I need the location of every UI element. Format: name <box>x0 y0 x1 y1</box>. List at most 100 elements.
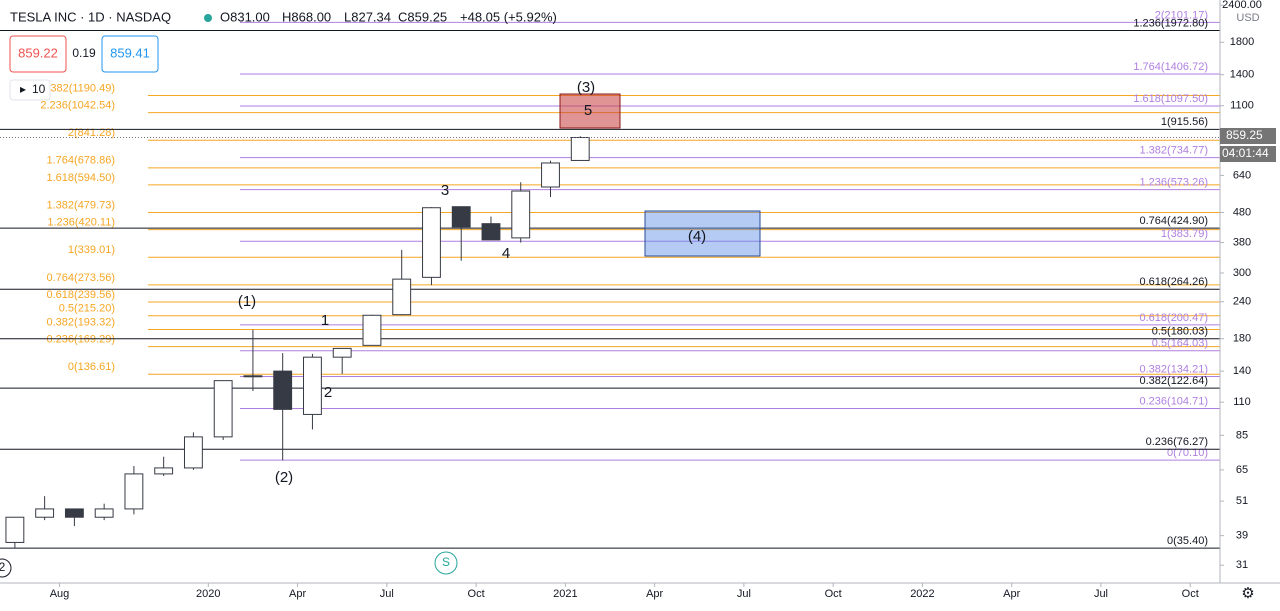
x-tick-label: 2020 <box>196 588 220 600</box>
y-tick-label: 180 <box>1233 333 1251 345</box>
x-tick-label: Oct <box>1182 588 1199 600</box>
ask: 859.41 <box>110 45 150 60</box>
candle-body <box>35 508 55 518</box>
candle-body <box>481 223 501 241</box>
candle-body <box>154 467 174 475</box>
ohlc-open: O831.00 <box>220 9 270 24</box>
x-tick-label: Jul <box>1094 588 1108 600</box>
wave-label: 2 <box>324 384 332 401</box>
fib-label: 0.618(264.26) <box>1140 276 1209 288</box>
fib-label: 1.382(734.77) <box>1140 145 1209 157</box>
wave-4-box <box>644 210 761 257</box>
wave-label: (3) <box>577 79 595 96</box>
fib-label: 0(35.40) <box>1167 535 1208 547</box>
status-dot <box>204 14 212 22</box>
candle-body <box>243 375 263 378</box>
ohlc-change: +48.05 (+5.92%) <box>460 9 557 24</box>
ohlc-high: H868.00 <box>282 9 331 24</box>
fib-label: 1(383.79) <box>1161 228 1208 240</box>
buy-button[interactable] <box>101 35 159 73</box>
y-tick-label: 1100 <box>1230 100 1254 112</box>
candle-body <box>303 356 322 415</box>
y-tick-label: 1800 <box>1230 36 1254 48</box>
countdown-text: 04:01:44 <box>1222 146 1269 160</box>
fib-label: 1.382(479.73) <box>47 199 116 211</box>
y-tick-label: 110 <box>1233 396 1251 408</box>
fib-label: 0.382(193.32) <box>47 316 116 328</box>
y-tick-label: 240 <box>1233 296 1251 308</box>
candle-body <box>422 207 441 278</box>
candle-body <box>273 370 293 410</box>
fib-label: 0.618(239.56) <box>47 289 116 301</box>
bid: 859.22 <box>18 45 58 60</box>
candle-body <box>213 380 233 438</box>
quantity: ▸ <box>20 82 26 96</box>
fib-label: 1.618(594.50) <box>47 172 116 184</box>
y-tick-label: 31 <box>1236 559 1248 571</box>
candle-body <box>541 162 560 188</box>
y-tick-label: 51 <box>1236 495 1248 507</box>
symbol: TESLA INC · 1D · NASDAQ <box>10 9 171 24</box>
fib-label: 1(915.56) <box>1161 116 1208 128</box>
x-tick-label: Apr <box>1003 588 1020 600</box>
fib-label: 0.236(169.29) <box>47 334 116 346</box>
fib-label: 1(339.01) <box>68 244 115 256</box>
spread: 0.19 <box>72 46 96 60</box>
wave-label: 1 <box>321 312 329 329</box>
candle-body <box>332 347 352 358</box>
wave-label: (2) <box>275 469 293 486</box>
x-tick-label: Oct <box>468 588 485 600</box>
fib-label: 1.618(1097.50) <box>1133 93 1208 105</box>
session-marker-text: S <box>442 555 450 569</box>
fib-label: 0.764(424.90) <box>1140 215 1209 227</box>
y-tick-label: 140 <box>1233 365 1251 377</box>
fib-label: 0.5(215.20) <box>59 303 115 315</box>
wave-label: 4 <box>502 245 510 262</box>
x-tick-label: Apr <box>289 588 306 600</box>
x-tick-label: Jul <box>737 588 751 600</box>
sell-button[interactable] <box>9 35 67 73</box>
candle-body <box>64 508 84 518</box>
candle-body <box>511 190 531 239</box>
countdown-tag <box>1220 146 1276 162</box>
fib-label: 0.236(76.27) <box>1146 436 1208 448</box>
y-tick-label: 2400.00 <box>1222 0 1262 11</box>
currency: USD <box>1236 12 1259 24</box>
wave-label: (4) <box>688 228 706 245</box>
fib-label: 0.236(104.71) <box>1140 395 1209 407</box>
quantity-box[interactable] <box>9 79 51 101</box>
ohlc-close: C859.25 <box>398 9 447 24</box>
axes: 3139516585110140180240300380480640110014… <box>50 0 1262 600</box>
price-tag-text: 859.25 <box>1226 128 1263 142</box>
fib-label: 0.382(134.21) <box>1140 363 1209 375</box>
candle-body <box>362 314 382 346</box>
fib-label: 1.236(1972.80) <box>1133 17 1208 29</box>
fib-label: 2.382(1190.49) <box>41 82 115 94</box>
y-tick-label: 39 <box>1236 530 1248 542</box>
x-tick-label: Jul <box>380 588 394 600</box>
candle-body <box>392 278 412 316</box>
y-tick-label: 85 <box>1236 429 1248 441</box>
y-tick-label: 640 <box>1233 169 1251 181</box>
wave-label: 5 <box>584 102 592 119</box>
wave-label: 3 <box>441 182 449 199</box>
fib-label: 2(841.28) <box>68 127 115 139</box>
fib-label: 1.764(1406.72) <box>1133 61 1208 73</box>
candle-body <box>5 516 25 543</box>
y-tick-label: 65 <box>1236 464 1248 476</box>
candle-body <box>124 473 144 510</box>
x-tick-label: Oct <box>825 588 842 600</box>
y-tick-label: 300 <box>1233 267 1251 279</box>
x-tick-label: 2022 <box>910 588 934 600</box>
price-tag <box>1220 128 1276 144</box>
fib-label: 2(2101.17) <box>1155 9 1208 21</box>
session-marker[interactable] <box>434 551 458 575</box>
x-tick-label: Apr <box>646 588 663 600</box>
corner-label: 2 <box>0 560 6 574</box>
settings-icon[interactable]: ⚙ <box>1241 585 1254 602</box>
fib-label: 0(136.61) <box>68 361 115 373</box>
candle-body <box>94 508 114 518</box>
fib-label: 0(70.10) <box>1167 447 1208 459</box>
